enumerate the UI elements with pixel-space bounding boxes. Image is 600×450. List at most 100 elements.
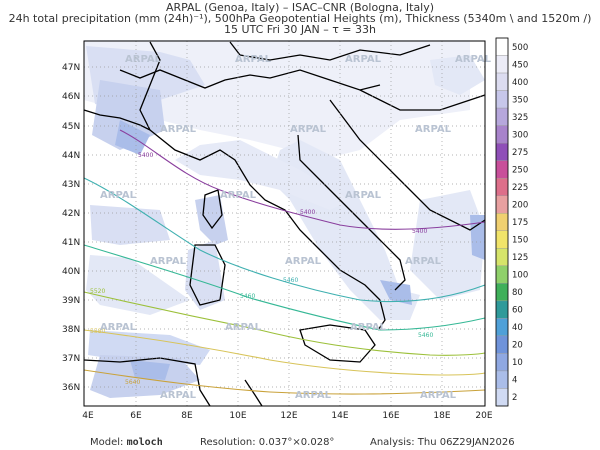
title-line-2: 24h total precipitation (mm (24h)⁻¹), 50… [8,12,592,25]
watermark: ARPAL [415,124,452,135]
latitude-labels: 47N 46N 45N 44N 43N 42N 41N 40N 39N 38N … [62,63,80,393]
footer-analysis: Analysis: Thu 06Z29JAN2026 [370,437,515,448]
title-line-3: 15 UTC Fri 30 JAN – τ = 33h [224,23,376,36]
watermark: ARPAL [225,322,262,333]
colorbar-swatch [495,318,509,337]
colorbar-swatch [495,90,509,109]
footer-model: Model: moloch [90,437,163,448]
watermark: ARPAL [100,190,137,201]
model-value: moloch [126,437,163,448]
lon-label: 20E [475,411,492,421]
watermark: ARPAL [235,54,272,65]
lon-label: 14E [331,411,348,421]
colorbar-label: 300 [512,130,528,140]
lon-label: 8E [181,411,193,421]
lon-label: 16E [382,411,399,421]
lat-label: 45N [62,122,80,132]
coastlines [83,41,486,407]
map-frame [83,40,486,407]
watermark: ARPAL [420,390,457,401]
isoline-5460b [83,244,486,331]
iso-label-5400a: 5400 [138,152,153,159]
colorbar: 500 450 400 350 325 300 275 250 225 200 175 150 125 1… [495,37,528,407]
colorbar-label: 250 [512,165,528,175]
colorbar-label: 40 [512,323,523,333]
colorbar-swatch [495,265,509,284]
colorbar-swatch [495,213,509,231]
lat-label: 41N [62,238,80,248]
lat-label: 46N [62,92,80,102]
lat-label: 38N [62,325,80,335]
colorbar-label: 125 [512,253,528,263]
lat-label: 40N [62,267,80,277]
colorbar-label: 450 [512,60,528,70]
isoline-labels: 5400 5400 5400 5460 5460 5460 5520 5580 … [90,152,433,386]
iso-label-5520: 5520 [90,288,105,295]
colorbar-swatch [495,125,509,144]
colorbar-label: 350 [512,95,528,105]
watermark: ARPAL [455,54,492,65]
lon-label: 10E [229,411,246,421]
watermark: ARPAL [345,190,382,201]
colorbar-swatch [495,335,509,354]
model-label: Model: [90,437,124,448]
colorbar-label: 275 [512,148,528,158]
precipitation-shading [84,40,485,406]
isoline-5400 [119,129,486,230]
iso-label-5400c: 5400 [412,228,427,235]
watermark: ARPAL [285,256,322,267]
colorbar-swatch [495,55,509,74]
watermark: ARPAL [290,124,327,135]
isoline-5640 [83,369,486,395]
iso-label-5640: 5640 [125,379,140,386]
lon-label: 4E [82,411,94,421]
iso-label-5460b: 5460 [240,293,255,300]
watermark: ARPAL [160,390,197,401]
colorbar-swatch [495,353,509,372]
colorbar-label: 100 [512,271,528,281]
watermark: ARPAL [405,256,442,267]
watermark: ARPAL [345,54,382,65]
colorbar-swatch [495,300,509,319]
colorbar-swatch [495,160,509,179]
lon-label: 12E [280,411,297,421]
colorbar-label: 175 [512,218,528,228]
colorbar-label: 4 [512,376,517,386]
colorbar-swatch [495,72,509,91]
colorbar-label: 500 [512,43,528,53]
iso-label-5460c: 5460 [418,332,433,339]
colorbar-swatch [495,142,509,161]
colorbar-label: 60 [512,306,523,316]
watermark: ARPAL [150,256,187,267]
lat-label: 43N [62,180,80,190]
iso-label-5400b: 5400 [300,209,315,216]
colorbar-label: 325 [512,113,528,123]
colorbar-label: 80 [512,288,523,298]
colorbar-swatch [495,177,509,196]
watermark: ARPAL [295,390,332,401]
colorbar-frame [495,37,509,407]
lat-label: 42N [62,209,80,219]
watermark: ARPAL [100,322,137,333]
colorbar-label: 2 [512,393,517,403]
watermark: ARPAL [125,54,162,65]
lat-label: 44N [62,151,80,161]
lat-label: 39N [62,296,80,306]
watermark: ARPAL [160,124,197,135]
colorbar-label: 20 [512,341,523,351]
isoline-5520 [83,291,486,356]
isolines [83,129,486,395]
watermark: ARPAL [220,190,257,201]
footer-resolution: Resolution: 0.037°×0.028° [200,437,335,448]
colorbar-label: 225 [512,183,528,193]
colorbar-swatch [495,107,509,126]
lat-label: 36N [62,383,80,393]
lat-label: 37N [62,354,80,364]
lon-label: 6E [130,411,142,421]
colorbar-swatch [495,388,509,407]
watermarks: ARPAL ARPAL ARPAL ARPAL ARPAL ARPAL ARPA… [100,54,492,401]
colorbar-swatch [495,283,509,302]
colorbar-label: 400 [512,78,528,88]
watermark: ARPAL [350,322,387,333]
colorbar-swatch [495,370,509,389]
